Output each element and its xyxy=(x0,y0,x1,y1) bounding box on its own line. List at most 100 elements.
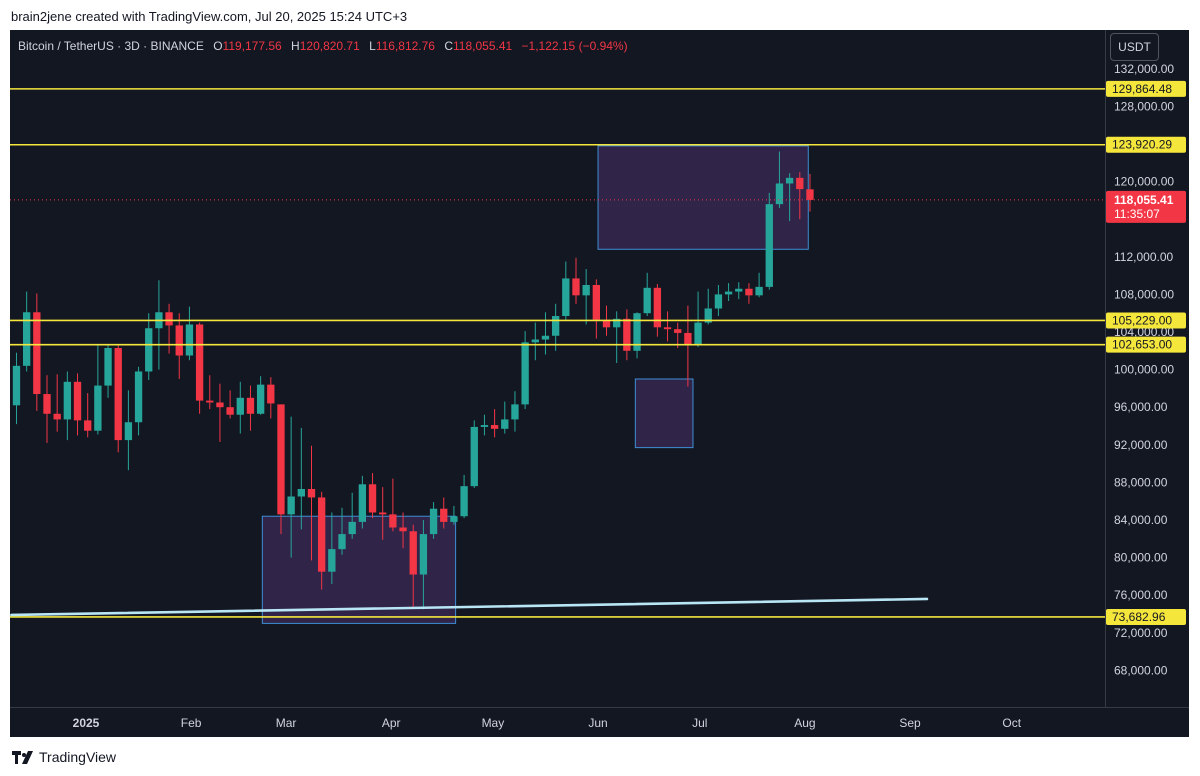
candle-body xyxy=(541,335,550,340)
candle-body xyxy=(206,400,214,403)
candle-body xyxy=(114,347,122,441)
y-tick-label: 88,000.00 xyxy=(1114,475,1168,489)
open-value: 119,177.56 xyxy=(222,39,282,53)
candle-body xyxy=(704,308,712,323)
candle-body xyxy=(724,291,733,295)
y-tick-label: 108,000.00 xyxy=(1114,287,1174,301)
close-label: C xyxy=(444,39,453,53)
candle-body xyxy=(216,402,224,408)
candle-body xyxy=(297,488,305,497)
candle-body xyxy=(399,527,407,532)
currency-button[interactable]: USDT xyxy=(1110,33,1159,61)
y-tick-label: 92,000.00 xyxy=(1114,438,1168,452)
candle-body xyxy=(450,516,458,522)
candle-body xyxy=(33,312,41,395)
candle-body xyxy=(63,381,72,420)
candle-body xyxy=(440,508,448,522)
y-tick-label: 76,000.00 xyxy=(1114,588,1168,602)
candle-body xyxy=(256,384,265,414)
candle-body xyxy=(379,512,387,515)
candle-body xyxy=(551,316,560,336)
y-tick-label: 112,000.00 xyxy=(1114,250,1173,264)
level-price-tag xyxy=(1106,608,1186,625)
level-price-tag xyxy=(1106,312,1186,329)
y-tick-label: 80,000.00 xyxy=(1114,551,1168,565)
price-axis-divider xyxy=(1105,30,1106,707)
candle-body xyxy=(613,318,621,328)
candle-body xyxy=(165,312,173,326)
candle-body xyxy=(84,420,92,431)
candle-body xyxy=(521,342,529,405)
candle-body xyxy=(53,413,61,420)
candle-body xyxy=(22,312,31,366)
candle-body xyxy=(124,422,133,441)
candle-body xyxy=(460,486,468,517)
candle-body xyxy=(745,288,753,296)
tradingview-logo-icon xyxy=(12,750,33,764)
zone-rect-2 xyxy=(634,378,694,449)
y-tick-label: 68,000.00 xyxy=(1114,663,1168,677)
countdown-label: 11:35:07 xyxy=(1114,207,1160,221)
last-price-tag xyxy=(1106,190,1186,223)
high-value: 120,820.71 xyxy=(299,39,360,53)
candle-body xyxy=(277,404,285,515)
x-tick-label: Jul xyxy=(692,716,707,730)
candle-body xyxy=(572,278,580,296)
open-label: O xyxy=(213,39,223,53)
candle-body xyxy=(684,332,692,345)
symbol-title[interactable]: Bitcoin / TetherUS · 3D · BINANCE xyxy=(18,39,204,53)
candle-body xyxy=(602,319,611,328)
candle-body xyxy=(419,534,428,575)
y-tick-label: 100,000.00 xyxy=(1114,363,1174,377)
x-tick-label: Feb xyxy=(181,716,202,730)
candle-body xyxy=(735,288,743,292)
candle-body xyxy=(104,347,112,386)
chart-attribution: brain2jene created with TradingView.com,… xyxy=(11,9,408,24)
candle-body xyxy=(796,177,804,190)
level-price-label: 102,653.00 xyxy=(1112,338,1172,352)
x-tick-label: Aug xyxy=(794,716,815,730)
y-tick-label: 72,000.00 xyxy=(1114,626,1168,640)
candle-body xyxy=(765,204,773,287)
candle-body xyxy=(175,325,183,356)
plot-area xyxy=(10,88,1105,624)
candle-body xyxy=(562,278,570,317)
candle-body xyxy=(592,285,600,320)
x-tick-label: Oct xyxy=(1002,716,1021,730)
footer-brand-text: TradingView xyxy=(39,749,117,765)
candle-body xyxy=(236,397,244,415)
candle-body xyxy=(785,177,794,184)
candle-body xyxy=(307,488,316,498)
level-price-tag xyxy=(1106,80,1186,97)
candle-body xyxy=(145,328,153,372)
candle-body xyxy=(318,497,326,572)
candle-body xyxy=(674,329,682,333)
candle-body xyxy=(470,426,478,487)
candle-body xyxy=(775,183,784,205)
low-label: L xyxy=(369,39,376,53)
time-axis-divider xyxy=(10,707,1189,708)
y-tick-label: 132,000.00 xyxy=(1114,62,1174,76)
level-price-tag xyxy=(1106,336,1186,353)
candle-body xyxy=(755,286,763,296)
candle-body xyxy=(623,318,631,351)
candle-body xyxy=(12,365,21,406)
candle-body xyxy=(134,371,143,423)
level-price-label: 105,229.00 xyxy=(1112,313,1172,327)
x-tick-label: Apr xyxy=(382,716,401,730)
y-tick-label: 120,000.00 xyxy=(1114,175,1174,189)
candle-body xyxy=(246,397,255,414)
x-tick-label: Jun xyxy=(588,716,607,730)
candle-body xyxy=(531,339,539,343)
high-label: H xyxy=(291,39,300,53)
x-tick-label: Mar xyxy=(276,716,297,730)
tradingview-footer: TradingView xyxy=(12,749,116,765)
candle-body xyxy=(663,327,672,330)
candle-body xyxy=(195,324,204,401)
level-price-label: 123,920.29 xyxy=(1112,138,1172,152)
x-tick-label: Sep xyxy=(899,716,921,730)
candle-body xyxy=(43,394,51,414)
candle-body xyxy=(73,381,82,421)
candle-body xyxy=(409,531,417,575)
